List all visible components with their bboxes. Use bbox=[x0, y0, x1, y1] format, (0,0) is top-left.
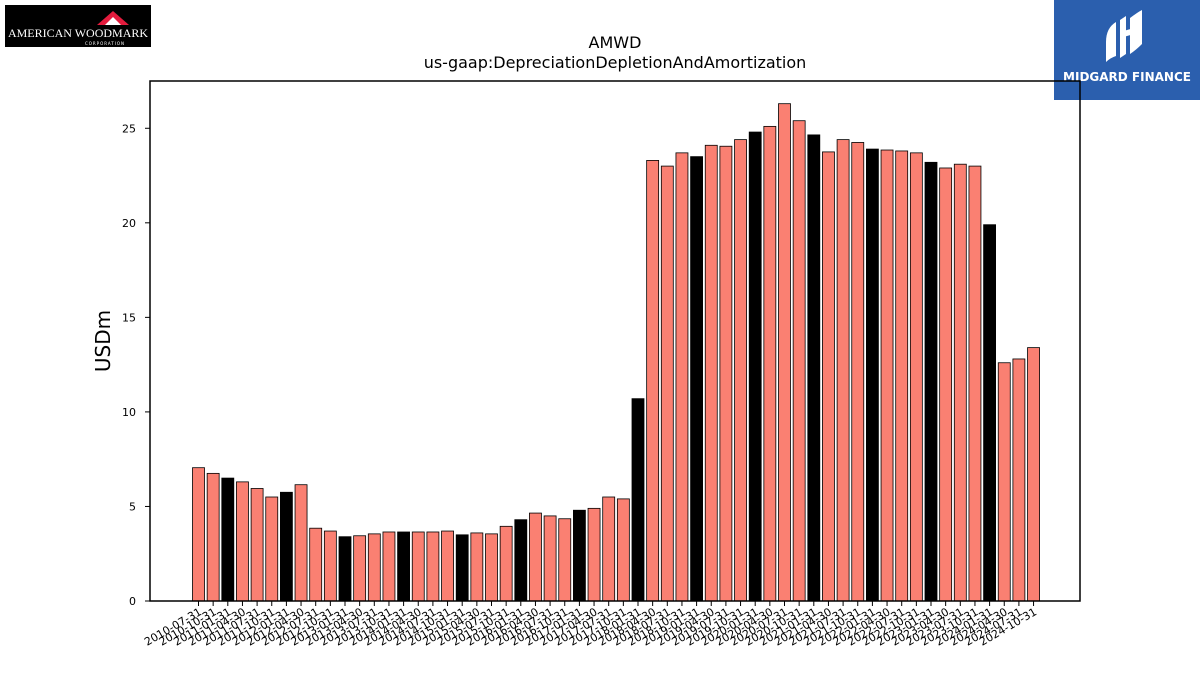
bar-2024-04-30 bbox=[997, 362, 1011, 602]
y-tick-label: 0 bbox=[129, 595, 136, 608]
plot-frame bbox=[149, 80, 1081, 602]
bar-2016-04-30 bbox=[529, 512, 542, 602]
bar-2023-07-31 bbox=[953, 163, 967, 602]
bars-group bbox=[192, 103, 1040, 602]
bar-2016-10-31 bbox=[558, 518, 572, 602]
bar-2023-04-30 bbox=[939, 167, 953, 602]
bar-2012-10-31 bbox=[323, 530, 337, 602]
bar-2017-07-31 bbox=[602, 496, 616, 602]
midgard-emblem-icon bbox=[1106, 10, 1142, 62]
bar-2011-04-30 bbox=[236, 481, 249, 602]
bar-2013-01-31 bbox=[338, 536, 352, 602]
bar-2023-01-31 bbox=[924, 161, 938, 602]
y-ticks-group: 0 5 10 15 20 25 bbox=[122, 122, 150, 608]
bar-2017-04-30 bbox=[587, 507, 601, 602]
bar-2020-04-30 bbox=[763, 125, 777, 602]
bar-2018-01-31 bbox=[631, 398, 645, 602]
bar-2014-07-31 bbox=[426, 531, 440, 602]
bar-2015-07-31 bbox=[485, 533, 498, 602]
bar-2018-07-31 bbox=[660, 165, 674, 602]
bar-2018-04-30 bbox=[646, 160, 660, 602]
bar-2014-10-31 bbox=[441, 530, 454, 602]
bar-2016-01-31 bbox=[514, 519, 528, 602]
bar-2011-10-31 bbox=[265, 496, 279, 602]
bar-2018-10-31 bbox=[675, 152, 689, 602]
bar-2024-01-31 bbox=[983, 224, 996, 602]
bar-2013-07-31 bbox=[367, 533, 381, 602]
bar-2017-10-31 bbox=[616, 498, 630, 602]
bar-2015-01-31 bbox=[455, 534, 469, 602]
bar-2012-07-31 bbox=[309, 527, 323, 602]
logo-left-text: AMERICAN WOODMARK bbox=[8, 26, 148, 40]
bar-2010-07-31 bbox=[192, 467, 205, 602]
bar-2019-04-30 bbox=[704, 144, 718, 602]
logo-right-text: MIDGARD FINANCE bbox=[1063, 70, 1191, 84]
bar-2024-10-31 bbox=[1027, 347, 1040, 602]
y-tick-label: 20 bbox=[122, 217, 136, 230]
bar-2019-01-31 bbox=[690, 156, 703, 602]
bar-2019-10-31 bbox=[734, 139, 747, 602]
y-tick-label: 5 bbox=[129, 500, 136, 513]
bar-2023-10-31 bbox=[968, 165, 982, 602]
bar-2021-01-31 bbox=[807, 134, 821, 602]
y-tick-label: 10 bbox=[122, 406, 136, 419]
bar-2015-04-30 bbox=[470, 532, 484, 602]
bar-2012-04-30 bbox=[294, 484, 308, 602]
chart-title: AMWD bbox=[589, 33, 642, 52]
bar-2016-07-31 bbox=[543, 515, 557, 602]
bar-2015-10-31 bbox=[499, 525, 513, 602]
bar-2017-01-31 bbox=[573, 509, 586, 602]
bar-2022-10-31 bbox=[909, 152, 923, 602]
x-ticks-group: 2010-07-312010-10-312011-01-312011-04-30… bbox=[142, 601, 1039, 649]
y-tick-label: 25 bbox=[122, 122, 136, 135]
bar-2020-07-31 bbox=[778, 103, 791, 602]
bar-2013-10-31 bbox=[382, 531, 396, 602]
bar-2019-07-31 bbox=[719, 145, 733, 602]
bar-2012-01-31 bbox=[279, 491, 293, 602]
chart-subtitle: us-gaap:DepreciationDepletionAndAmortiza… bbox=[424, 53, 807, 72]
bar-2021-04-30 bbox=[822, 151, 835, 602]
bar-2013-04-30 bbox=[353, 535, 367, 602]
y-tick-label: 15 bbox=[122, 311, 136, 324]
bar-2014-04-30 bbox=[411, 531, 425, 602]
bar-2014-01-31 bbox=[397, 531, 411, 602]
bar-2021-07-31 bbox=[836, 139, 850, 602]
bar-2022-01-31 bbox=[866, 148, 879, 602]
y-axis-label: USDm bbox=[91, 310, 115, 372]
bar-2021-10-31 bbox=[851, 142, 865, 602]
midgard-finance-logo: MIDGARD FINANCE bbox=[1054, 0, 1200, 100]
bar-2011-07-31 bbox=[250, 488, 264, 602]
bar-2010-10-31 bbox=[206, 472, 220, 602]
bar-2022-04-30 bbox=[880, 149, 894, 602]
american-woodmark-logo: AMERICAN WOODMARK CORPORATION bbox=[5, 5, 151, 47]
bar-2020-10-31 bbox=[792, 120, 806, 602]
bar-2020-01-31 bbox=[748, 131, 762, 602]
bar-2011-01-31 bbox=[221, 477, 235, 602]
bar-2022-07-31 bbox=[895, 150, 909, 602]
bar-2024-07-31 bbox=[1012, 358, 1026, 602]
logo-left-subtext: CORPORATION bbox=[85, 41, 125, 46]
